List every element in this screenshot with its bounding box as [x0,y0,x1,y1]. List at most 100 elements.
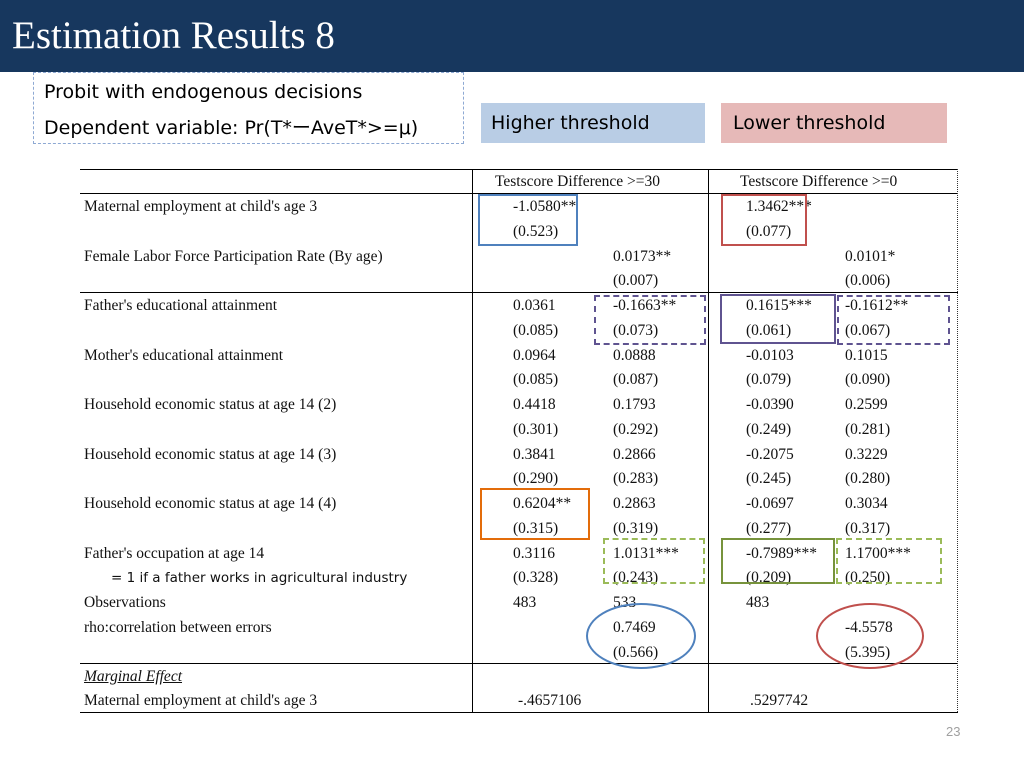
table-divider-threshold [708,169,709,712]
row-value-higher-1: (0.085) [513,371,559,389]
subtitle-box: Probit with endogenous decisions Depende… [33,72,464,144]
table-divider-label [472,169,473,712]
header-lower-threshold: Testscore Difference >=0 [740,173,898,190]
row-label: Household economic status at age 14 (4) [84,495,337,512]
marginal-effect-heading: Marginal Effect [84,668,183,685]
row-value-higher-2: (0.283) [613,470,659,488]
row-label: = 1 if a father works in agricultural in… [111,570,408,587]
row-value-higher-1: (0.301) [513,420,559,438]
row-value-higher-2: 1.0131*** [613,544,679,562]
row-label: rho:correlation between errors [84,618,272,636]
row-value-lower-1: (0.077) [746,222,792,240]
row-value-higher-1: 483 [513,594,537,611]
row-value-higher-2: (0.007) [613,272,659,290]
row-value-higher-1: (0.290) [513,470,559,488]
marginal-effect-higher: -.4657106 [518,692,582,709]
row-value-lower-1: (0.245) [746,470,792,488]
row-label: Household economic status at age 14 (2) [84,396,337,413]
page-number: 23 [946,724,961,739]
row-label: Father's occupation at age 14 [84,544,265,562]
highlight-box-dashed-green-2 [836,538,942,584]
row-value-higher-1: 0.3841 [513,445,556,463]
row-value-lower-2: (0.067) [845,321,891,339]
header-higher-threshold: Testscore Difference >=30 [495,173,661,190]
row-value-lower-1: -0.0390 [746,396,794,413]
row-value-higher-1: (0.315) [513,519,559,537]
row-value-higher-1: (0.085) [513,321,559,339]
row-value-lower-1: (0.249) [746,420,792,438]
row-value-higher-1: 0.3116 [513,544,556,562]
row-value-higher-1: (0.328) [513,569,559,587]
row-label: Maternal employment at child's age 3 [84,198,318,215]
row-value-lower-2: (0.317) [845,519,891,537]
row-value-lower-1: 0.1615*** [746,297,812,314]
row-value-higher-2: (0.073) [613,321,659,339]
row-value-lower-1: (0.061) [746,321,792,339]
row-value-higher-2: 0.1793 [613,396,656,413]
marginal-effect-lower: .5297742 [750,692,809,709]
row-value-lower-1: -0.2075 [746,445,794,463]
row-value-higher-1: 0.0361 [513,297,556,314]
row-value-higher-2: (0.087) [613,371,659,389]
row-value-lower-1: -0.7989*** [746,544,818,562]
highlight-box-blue [478,194,578,246]
highlight-box-green [721,538,835,584]
table-rule-marginal [80,663,958,664]
row-value-lower-1: -0.0697 [746,495,794,512]
highlight-box-red [721,194,807,246]
highlight-box-dashed-purple-2 [837,295,950,345]
highlight-box-dashed-purple [594,295,706,345]
row-label: Observations [84,594,166,611]
row-value-higher-2: -0.1663** [613,297,677,314]
row-value-higher-2: 0.2863 [613,495,656,512]
row-value-higher-1: (0.523) [513,222,559,240]
row-value-higher-2: 0.2866 [613,445,656,463]
row-value-higher-1: 0.0964 [513,346,556,364]
table-rule-header [80,193,958,194]
higher-threshold-tag: Higher threshold [481,103,705,143]
highlight-box-purple [720,294,836,344]
row-value-lower-2: (0.090) [845,371,891,389]
row-value-lower-2: (0.006) [845,272,891,290]
subtitle-line-2: Dependent variable: Pr(T*ーAveT*>=μ) [44,117,419,139]
row-value-lower-1: 483 [746,594,770,611]
highlight-ellipse-red [816,603,924,669]
table-rule-mid [80,292,958,293]
row-value-lower-1: -0.0103 [746,346,794,364]
subtitle-line-1: Probit with endogenous decisions [44,81,363,103]
row-label: Mother's educational attainment [84,346,284,364]
row-label: Female Labor Force Participation Rate (B… [84,247,383,265]
table-rule-bottom [80,712,958,713]
row-value-higher-2: 0.0173** [613,247,672,265]
row-value-lower-1: (0.277) [746,519,792,537]
row-value-lower-2: 1.1700*** [845,544,911,562]
highlight-ellipse-blue [586,603,696,669]
highlight-box-orange [480,488,590,540]
row-value-higher-1: 0.6204** [513,495,572,512]
slide-title: Estimation Results 8 [12,14,335,57]
row-value-higher-2: (0.292) [613,420,659,438]
row-value-higher-2: 0.0888 [613,346,656,364]
row-value-higher-1: -1.0580** [513,198,577,215]
lower-threshold-tag: Lower threshold [721,103,947,143]
row-value-higher-2: (0.319) [613,519,659,537]
marginal-effect-label: Maternal employment at child's age 3 [84,692,318,709]
row-value-lower-2: 0.1015 [845,346,888,364]
title-bar: Estimation Results 8 [0,0,1024,72]
row-value-higher-1: 0.4418 [513,396,556,413]
row-label: Household economic status at age 14 (3) [84,445,337,463]
row-value-lower-2: 0.0101* [845,247,896,265]
row-value-lower-2: -0.1612** [845,297,909,314]
row-value-lower-2: (0.281) [845,420,891,438]
row-value-lower-1: (0.079) [746,371,792,389]
row-value-lower-1: 1.3462*** [746,198,812,215]
table-divider-right [957,169,959,712]
highlight-box-dashed-green [603,538,705,584]
row-value-lower-2: (0.280) [845,470,891,488]
row-value-lower-2: 0.2599 [845,396,888,413]
table-rule-top [80,169,958,170]
row-value-lower-2: 0.3034 [845,495,888,512]
row-value-lower-2: 0.3229 [845,445,888,463]
row-label: Father's educational attainment [84,297,278,314]
